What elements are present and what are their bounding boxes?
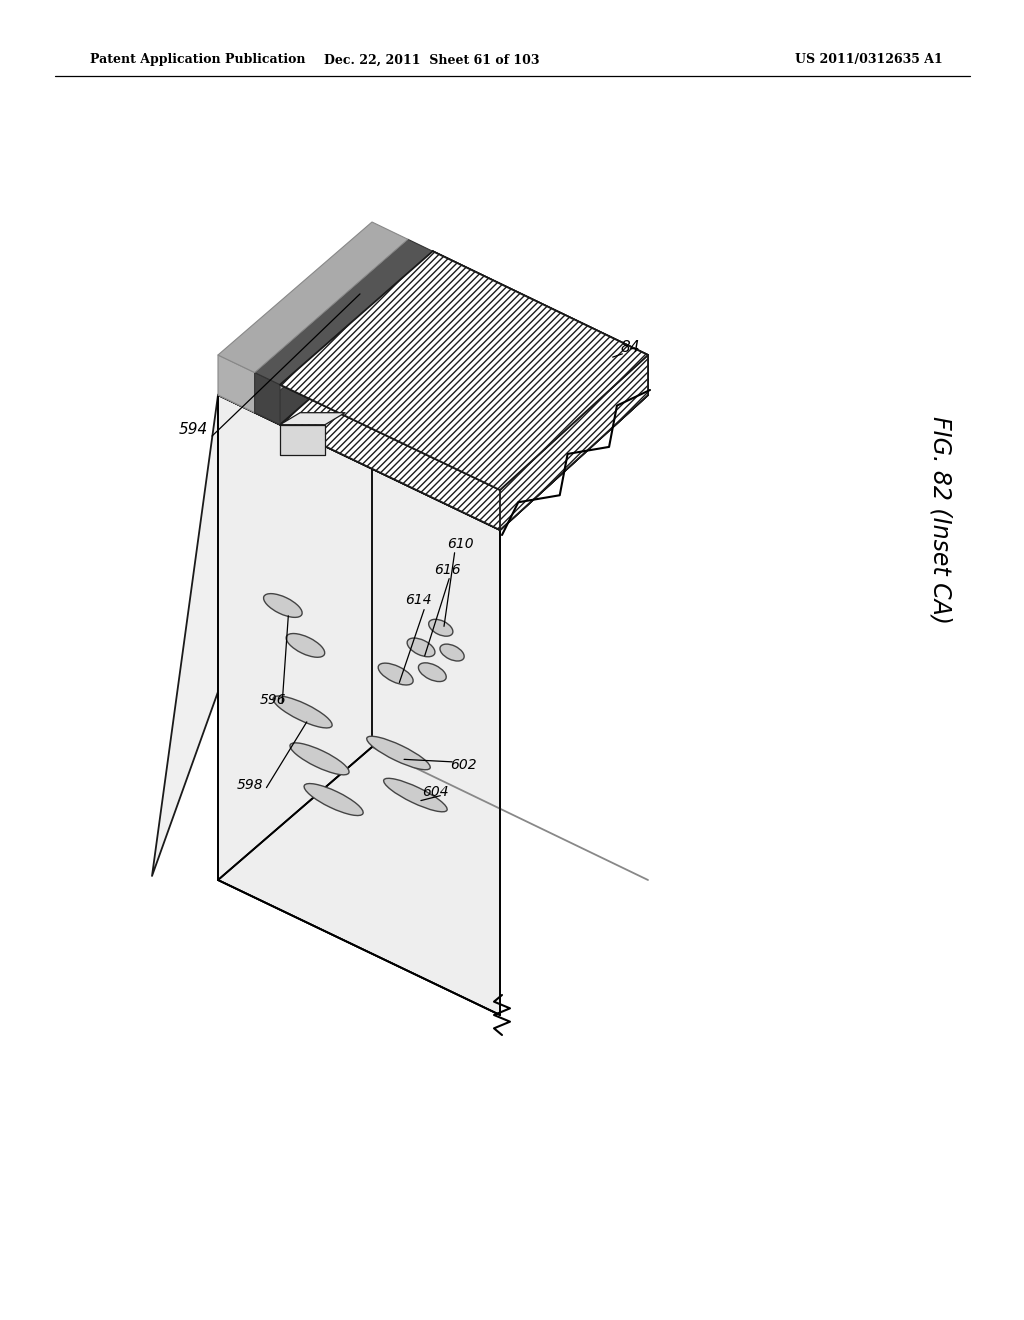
Polygon shape xyxy=(218,395,500,1015)
Ellipse shape xyxy=(408,638,435,657)
Polygon shape xyxy=(280,425,325,454)
Text: Patent Application Publication: Patent Application Publication xyxy=(90,54,305,66)
Polygon shape xyxy=(255,372,280,425)
Ellipse shape xyxy=(290,743,349,775)
Text: 594: 594 xyxy=(178,422,208,437)
Ellipse shape xyxy=(286,634,325,657)
Polygon shape xyxy=(280,251,648,490)
Ellipse shape xyxy=(419,663,446,681)
Text: 84: 84 xyxy=(621,341,640,355)
Text: US 2011/0312635 A1: US 2011/0312635 A1 xyxy=(795,54,943,66)
Text: 614: 614 xyxy=(404,593,431,607)
Ellipse shape xyxy=(263,594,302,618)
Polygon shape xyxy=(218,261,372,880)
Ellipse shape xyxy=(440,644,464,661)
Text: 616: 616 xyxy=(434,564,461,577)
Polygon shape xyxy=(152,261,372,876)
Text: 604: 604 xyxy=(422,785,449,799)
Polygon shape xyxy=(218,261,648,531)
Polygon shape xyxy=(280,292,648,531)
Ellipse shape xyxy=(273,696,332,727)
Ellipse shape xyxy=(304,784,364,816)
Text: Dec. 22, 2011  Sheet 61 of 103: Dec. 22, 2011 Sheet 61 of 103 xyxy=(325,54,540,66)
Polygon shape xyxy=(218,261,408,413)
Polygon shape xyxy=(218,222,408,372)
Text: 598: 598 xyxy=(237,777,263,792)
Ellipse shape xyxy=(378,663,413,685)
Polygon shape xyxy=(218,355,255,413)
Ellipse shape xyxy=(367,737,430,770)
Ellipse shape xyxy=(429,619,453,636)
Polygon shape xyxy=(280,251,648,490)
Polygon shape xyxy=(255,239,433,384)
Polygon shape xyxy=(255,280,433,425)
Text: 610: 610 xyxy=(446,537,473,550)
Ellipse shape xyxy=(384,779,447,812)
Polygon shape xyxy=(500,355,648,531)
Polygon shape xyxy=(280,413,345,425)
Text: FIG. 82 (Inset CA): FIG. 82 (Inset CA) xyxy=(928,416,952,624)
Text: 602: 602 xyxy=(450,758,476,772)
Text: 596: 596 xyxy=(260,693,287,708)
Polygon shape xyxy=(218,261,648,531)
